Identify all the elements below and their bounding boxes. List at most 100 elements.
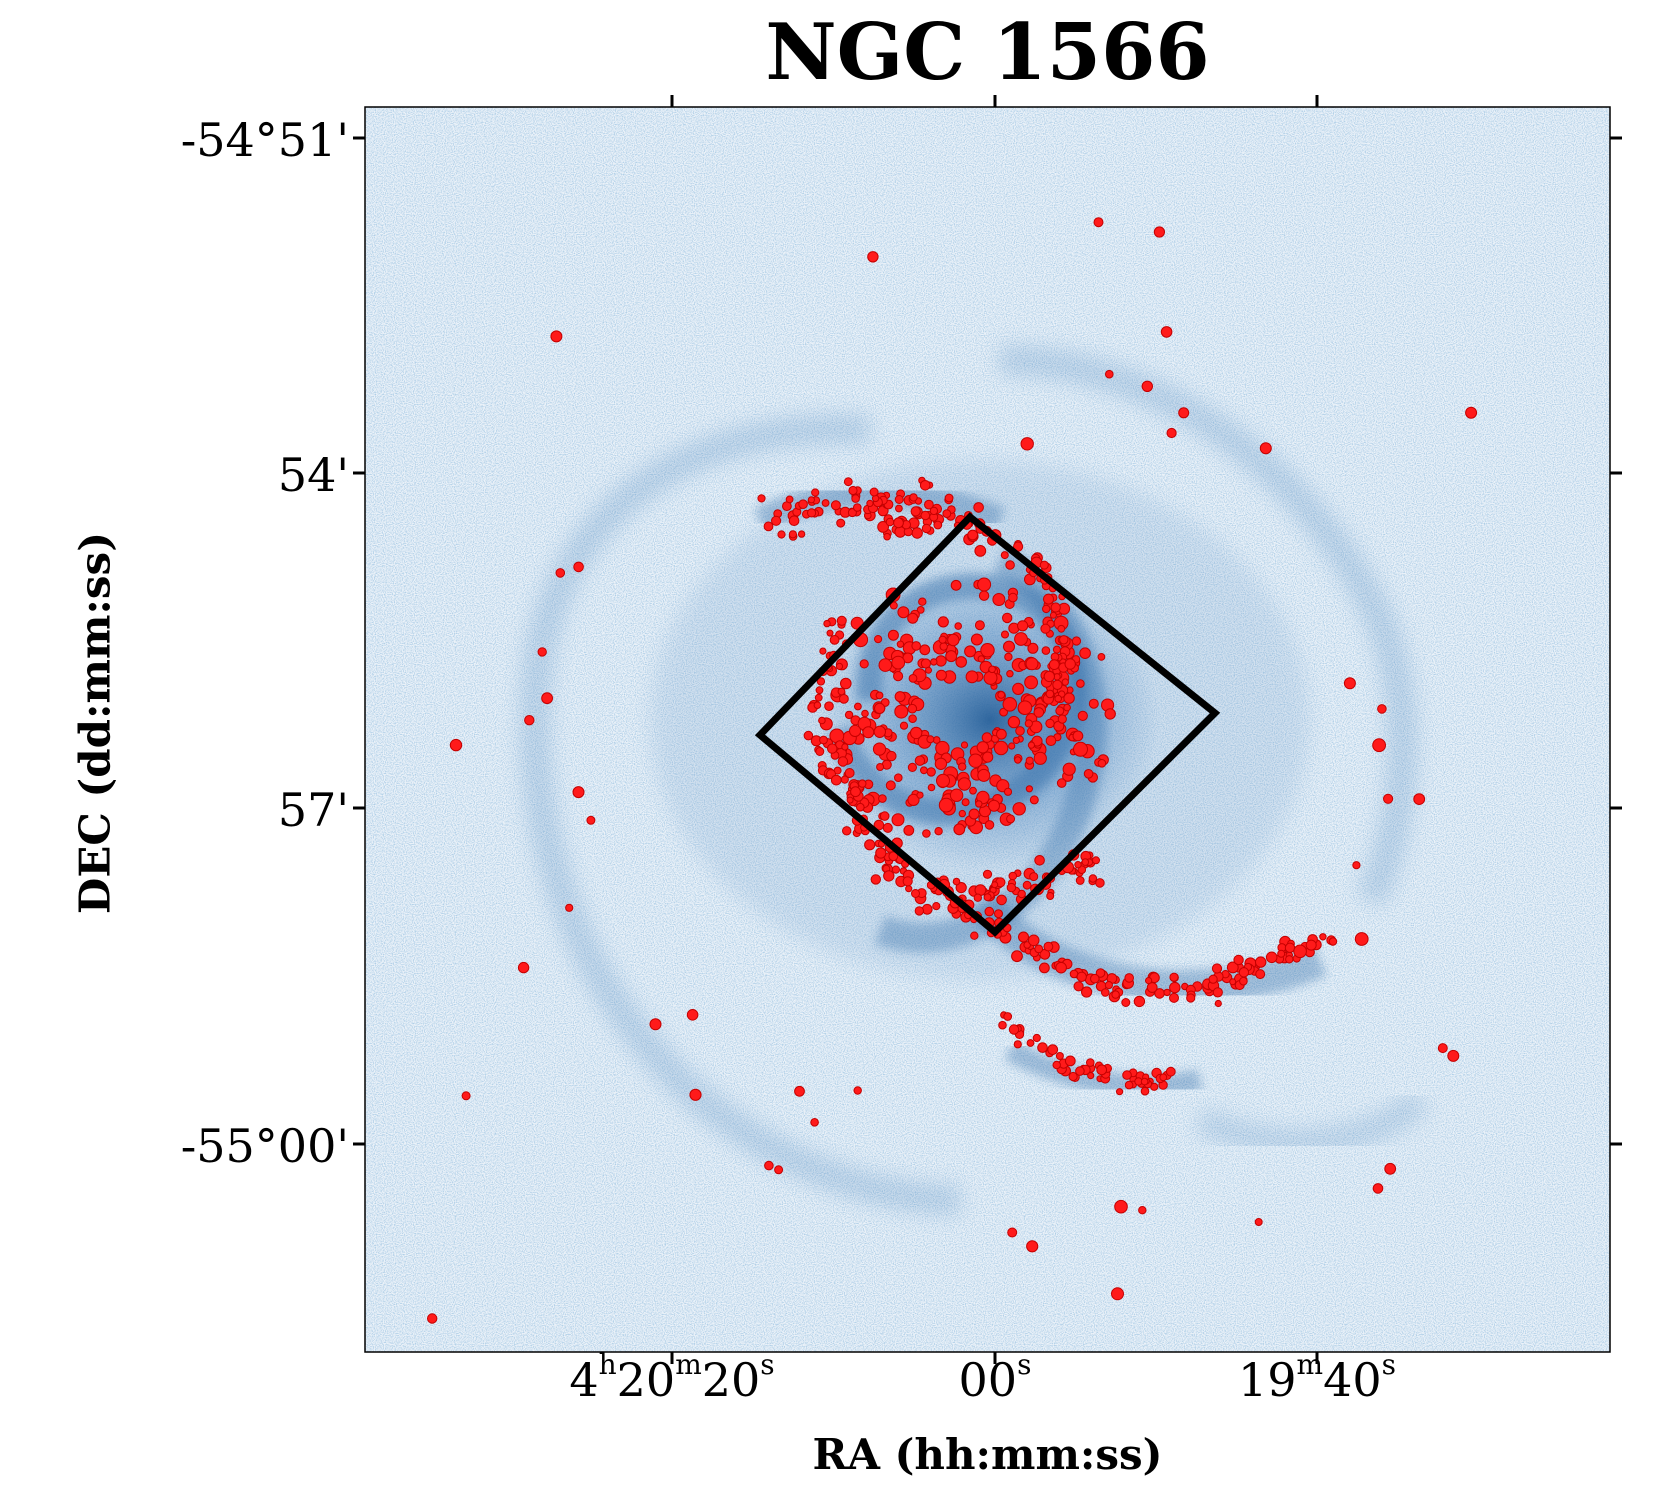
source-marker (926, 735, 935, 744)
source-marker (991, 881, 999, 889)
source-marker (969, 786, 977, 795)
source-marker (844, 710, 854, 720)
source-marker (910, 726, 923, 740)
source-marker (837, 687, 846, 696)
source-marker (874, 635, 883, 644)
source-marker (1354, 932, 1369, 946)
source-marker (1169, 981, 1181, 994)
source-marker (910, 506, 921, 517)
source-marker (954, 622, 963, 630)
source-marker (1024, 675, 1038, 690)
source-marker (875, 847, 887, 859)
source-marker (1000, 551, 1009, 560)
source-marker (1140, 1086, 1150, 1096)
source-marker (1059, 635, 1069, 645)
source-marker (869, 487, 879, 497)
source-marker (1165, 1066, 1176, 1077)
source-marker (1006, 814, 1016, 824)
source-marker (1465, 406, 1478, 419)
source-marker (916, 791, 924, 799)
source-marker (907, 612, 919, 624)
source-marker (1029, 872, 1039, 882)
source-marker (1052, 679, 1063, 691)
source-marker (1145, 977, 1153, 985)
source-marker (976, 741, 989, 754)
source-marker (1114, 1199, 1128, 1214)
source-marker (1029, 795, 1039, 805)
source-marker (1012, 682, 1025, 696)
source-marker (1062, 762, 1076, 776)
source-marker (1284, 942, 1296, 953)
source-marker (1026, 1240, 1039, 1253)
source-marker (1447, 1049, 1460, 1062)
source-marker (1075, 1066, 1085, 1076)
source-marker (1037, 1042, 1048, 1053)
source-marker (853, 1086, 862, 1095)
source-marker (1045, 689, 1055, 699)
source-marker (835, 662, 844, 671)
source-marker (1043, 593, 1054, 605)
source-marker (1027, 934, 1040, 947)
source-marker (967, 529, 979, 541)
source-marker (891, 813, 905, 827)
source-marker (1045, 735, 1057, 747)
source-marker (1015, 726, 1025, 736)
source-marker (1003, 1012, 1013, 1021)
source-marker (788, 530, 798, 539)
source-marker (861, 709, 869, 718)
source-marker (1075, 876, 1085, 885)
source-marker (815, 747, 825, 756)
source-marker (1063, 692, 1075, 704)
source-marker (914, 906, 924, 916)
source-marker (970, 633, 983, 646)
source-marker (953, 823, 966, 836)
source-marker (950, 579, 962, 591)
source-marker (794, 1085, 805, 1097)
source-marker (1061, 678, 1070, 686)
source-marker (899, 721, 909, 730)
source-marker (1004, 652, 1013, 662)
source-marker (1055, 706, 1065, 716)
source-marker (872, 742, 887, 756)
source-marker (850, 786, 861, 798)
source-marker (814, 693, 823, 702)
source-marker (823, 619, 831, 628)
source-marker (1055, 1052, 1064, 1060)
source-marker (1086, 1058, 1095, 1067)
source-marker (958, 809, 966, 818)
source-marker (1285, 955, 1294, 964)
source-marker (996, 728, 1007, 740)
source-marker (757, 494, 766, 503)
source-marker (1343, 677, 1356, 690)
source-marker (873, 725, 886, 738)
source-marker (911, 641, 922, 651)
source-marker (970, 931, 979, 940)
source-marker (1006, 882, 1017, 893)
source-marker (1254, 1218, 1263, 1226)
source-marker (1025, 756, 1034, 765)
source-marker (803, 730, 814, 741)
source-marker (1027, 642, 1039, 654)
source-marker (1413, 793, 1426, 805)
source-marker (983, 893, 992, 902)
source-marker (844, 768, 855, 778)
source-marker (826, 629, 834, 637)
source-marker (1013, 1040, 1022, 1049)
source-marker (864, 839, 876, 851)
source-marker (851, 494, 860, 503)
source-marker (1146, 982, 1158, 993)
x-tick-label: 4h20m20s (569, 1348, 775, 1408)
source-marker (1025, 785, 1034, 793)
source-marker (1056, 778, 1067, 788)
source-marker (926, 767, 936, 777)
source-marker (649, 1018, 662, 1031)
source-marker (1159, 1073, 1168, 1082)
source-marker (1057, 624, 1066, 633)
source-marker (1226, 961, 1239, 974)
source-marker (1095, 968, 1106, 978)
source-marker (875, 691, 884, 700)
source-marker (1071, 636, 1082, 646)
source-marker (974, 620, 985, 631)
source-marker (1001, 630, 1009, 639)
source-marker (1006, 670, 1014, 678)
